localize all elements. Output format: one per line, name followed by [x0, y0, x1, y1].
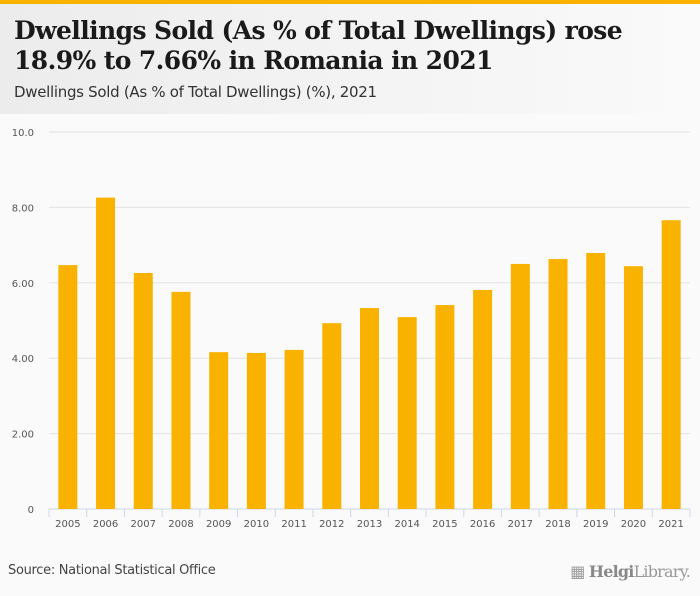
source-note: Source: National Statistical Office	[8, 563, 216, 578]
bar-2020	[623, 266, 643, 509]
chart-title: Dwellings Sold (As % of Total Dwellings)…	[14, 16, 623, 75]
y-tick-label: 10.0	[12, 128, 34, 139]
bar-2010	[246, 352, 266, 509]
x-tick-label: 2015	[432, 519, 457, 530]
bar-2006	[96, 197, 116, 509]
x-tick-label: 2009	[206, 519, 231, 530]
accent-bar	[0, 0, 700, 4]
x-tick-label: 2006	[93, 519, 118, 530]
x-tick-label: 2008	[168, 519, 193, 530]
bar-2009	[209, 352, 229, 509]
bar-2021	[661, 220, 681, 509]
y-tick-label: 4.00	[12, 354, 34, 365]
chart-subtitle: Dwellings Sold (As % of Total Dwellings)…	[14, 83, 377, 101]
x-tick-label: 2017	[508, 519, 533, 530]
y-tick-label: 8.00	[12, 203, 34, 214]
x-tick-label: 2007	[131, 519, 156, 530]
chart-header: Dwellings Sold (As % of Total Dwellings)…	[0, 4, 700, 114]
x-tick-label: 2020	[621, 519, 646, 530]
bar-2014	[397, 317, 417, 509]
bar-2011	[284, 349, 304, 509]
bar-2012	[322, 323, 342, 509]
x-tick-label: 2012	[319, 519, 344, 530]
logo-light-text: Library.	[633, 562, 691, 581]
logo-bold-text: Helgi	[588, 562, 634, 581]
helgi-library-logo: ▦ HelgiLibrary.	[570, 562, 691, 581]
logo-icon: ▦	[570, 562, 585, 581]
x-tick-label: 2010	[244, 519, 269, 530]
x-tick-label: 2013	[357, 519, 382, 530]
bar-chart: 0 2.00 4.00 6.00 8.00 10.0 2005 2006 2007 2008 200…	[12, 128, 691, 530]
x-tick-label: 2005	[55, 519, 80, 530]
bar-2007	[133, 272, 153, 509]
x-tick-label: 2021	[658, 519, 683, 530]
x-tick-label: 2018	[545, 519, 570, 530]
bar-2008	[171, 291, 191, 509]
bar-2013	[360, 308, 379, 509]
x-tick-label: 2014	[394, 519, 419, 530]
x-tick-label: 2019	[583, 519, 608, 530]
bar-2015	[435, 305, 455, 509]
bar-2018	[548, 259, 568, 509]
bar-2016	[473, 289, 493, 509]
bar-2005	[58, 265, 78, 509]
y-tick-label: 0	[28, 505, 34, 516]
y-tick-label: 6.00	[12, 279, 34, 290]
x-tick-label: 2016	[470, 519, 495, 530]
x-tick-label: 2011	[281, 519, 306, 530]
bar-2019	[586, 253, 606, 509]
bar-2017	[510, 263, 530, 509]
y-tick-label: 2.00	[12, 430, 34, 441]
